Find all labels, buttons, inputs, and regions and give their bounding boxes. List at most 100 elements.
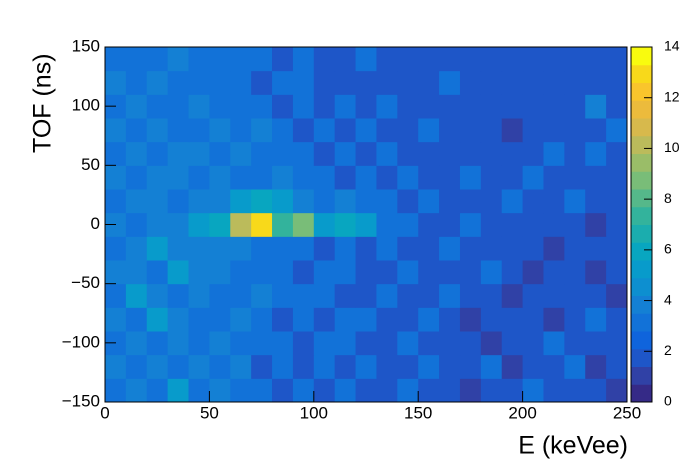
heat-cell	[230, 307, 252, 332]
heat-cell	[105, 307, 127, 332]
heat-cell	[188, 189, 210, 214]
colorbar-band	[631, 135, 652, 154]
heat-cell	[522, 260, 544, 285]
colorbar-band	[631, 100, 652, 119]
heat-cell	[439, 212, 461, 237]
heat-cell	[397, 118, 419, 143]
heat-cell	[585, 331, 607, 356]
heat-cell	[376, 331, 398, 356]
heat-cell	[418, 189, 440, 214]
heat-cell	[188, 70, 210, 95]
heat-cell	[564, 354, 586, 379]
heat-cell	[543, 47, 565, 72]
heat-cell	[543, 354, 565, 379]
colorbar-band	[631, 295, 652, 314]
heat-cell	[397, 94, 419, 119]
heat-cell	[167, 236, 190, 261]
heat-cell	[251, 260, 273, 285]
heat-cell	[459, 260, 482, 285]
heat-cell	[501, 236, 524, 261]
heat-cell	[376, 307, 398, 332]
colorbar-band	[631, 171, 652, 190]
heat-cell	[397, 236, 419, 261]
heat-cell	[418, 118, 440, 143]
heat-cell	[522, 378, 544, 403]
heat-cell	[459, 47, 482, 72]
heat-cell	[418, 165, 440, 190]
heat-cell	[564, 331, 586, 356]
heat-cell	[334, 141, 357, 166]
heat-cell	[188, 307, 210, 332]
heat-cell	[439, 141, 461, 166]
heat-cell	[105, 260, 127, 285]
heat-cell	[606, 118, 628, 143]
heat-cell	[585, 212, 607, 237]
heat-cell	[313, 165, 336, 190]
heat-cell	[585, 236, 607, 261]
heat-cell	[376, 212, 398, 237]
heat-cell	[125, 378, 148, 403]
heat-cell	[397, 354, 419, 379]
heat-cell	[105, 47, 127, 72]
heat-cell	[251, 94, 273, 119]
heat-cell	[209, 212, 231, 237]
heat-cell	[292, 354, 315, 379]
heat-cell	[272, 47, 294, 72]
heat-cell	[585, 47, 607, 72]
heat-cell	[125, 165, 148, 190]
heat-cell	[459, 331, 482, 356]
heat-cell	[292, 70, 315, 95]
heat-cell	[376, 118, 398, 143]
y-tick-label: 100	[72, 96, 100, 115]
heat-cell	[480, 70, 503, 95]
heat-cell	[355, 141, 377, 166]
heat-cell	[585, 189, 607, 214]
heat-cell	[272, 307, 294, 332]
heat-cell	[272, 260, 294, 285]
heat-cell	[543, 307, 565, 332]
heat-cell	[543, 260, 565, 285]
heat-cell	[543, 331, 565, 356]
heat-cell	[292, 378, 315, 403]
heat-cell	[167, 378, 190, 403]
heat-cell	[355, 118, 377, 143]
heat-cell	[334, 260, 357, 285]
colorbar-band	[631, 331, 652, 350]
heat-cell	[272, 165, 294, 190]
heat-cell	[125, 307, 148, 332]
heat-cell	[376, 236, 398, 261]
heat-cell	[439, 165, 461, 190]
heat-cell	[501, 331, 524, 356]
heat-cell	[105, 118, 127, 143]
heat-cell	[439, 378, 461, 403]
heat-cell	[376, 165, 398, 190]
colorbar-tick-label: 8	[664, 190, 672, 206]
colorbar-band	[631, 313, 652, 332]
heat-cell	[272, 331, 294, 356]
heat-cell	[230, 94, 252, 119]
heat-cell	[355, 94, 377, 119]
x-tick-label: 50	[200, 403, 219, 422]
colorbar-band	[631, 118, 652, 137]
y-tick-label: −150	[62, 391, 100, 410]
heat-cell	[167, 118, 190, 143]
heat-cell	[397, 260, 419, 285]
heat-cell	[606, 354, 628, 379]
heat-cell	[334, 307, 357, 332]
heat-cell	[167, 212, 190, 237]
heat-cell	[606, 165, 628, 190]
heat-cell	[480, 189, 503, 214]
y-tick-label: 50	[81, 155, 100, 174]
heat-cell	[522, 354, 544, 379]
colorbar-band	[631, 277, 652, 296]
heat-cell	[146, 307, 169, 332]
heat-cell	[313, 212, 336, 237]
heat-cell	[606, 70, 628, 95]
heat-cell	[606, 141, 628, 166]
heat-cell	[334, 70, 357, 95]
heat-cell	[585, 70, 607, 95]
heat-cell	[397, 212, 419, 237]
heat-cell	[272, 94, 294, 119]
heat-cell	[125, 331, 148, 356]
